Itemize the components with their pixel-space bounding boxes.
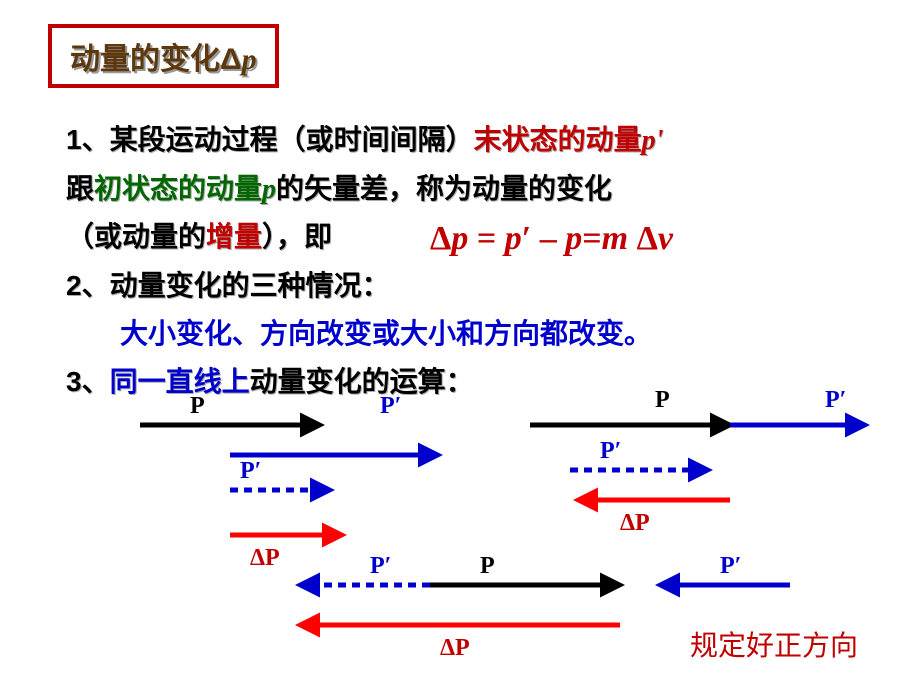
arrow-label: P′: [825, 390, 846, 413]
arrow-label: ΔP: [440, 635, 470, 661]
arrow-label: P: [190, 393, 205, 419]
arrow-label: P′: [240, 458, 261, 484]
arrow-label: P′: [720, 553, 741, 579]
cases-text: 大小变化、方向改变或大小和方向都改变。: [120, 312, 652, 357]
arrow-label: P: [655, 390, 670, 413]
vector-diagrams: P P′ P′ ΔP P P′ P′ ΔP P P′ ΔP P′: [0, 390, 920, 670]
arrow-label: P′: [370, 553, 391, 579]
title-box: 动量的变化Δp 动量的变化Δp: [48, 24, 279, 88]
arrow-label: P′: [600, 438, 621, 464]
arrow-label: ΔP: [250, 545, 280, 571]
arrow-label: ΔP: [620, 510, 650, 536]
cases-heading: 2、动量变化的三种情况：: [66, 264, 390, 309]
arrow-label: P′: [380, 393, 401, 419]
formula: Δp = p′ – p=m Δv: [430, 212, 673, 266]
title-main: 动量的变化Δp: [70, 43, 257, 76]
arrow-label: P: [480, 553, 495, 579]
